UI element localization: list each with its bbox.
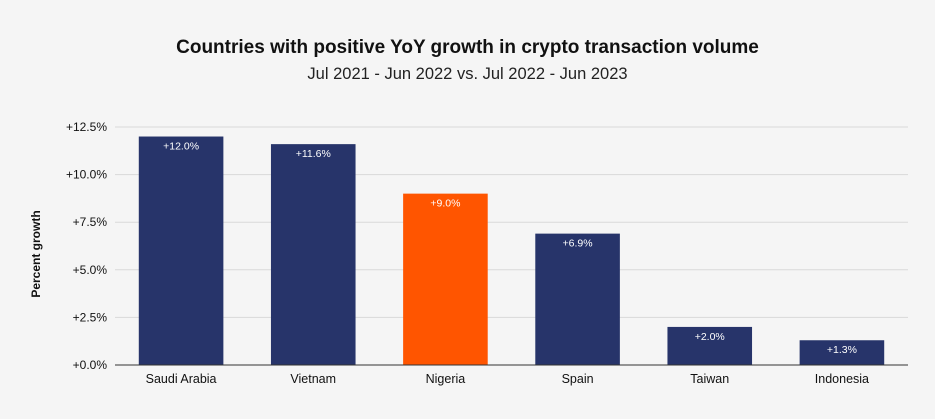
y-tick-label: +10.0%	[66, 168, 107, 182]
x-tick-label: Vietnam	[290, 372, 336, 386]
x-tick-label: Taiwan	[690, 372, 729, 386]
bar-taiwan	[667, 326, 753, 365]
data-label: +9.0%	[430, 198, 460, 210]
y-tick-label: +5.0%	[73, 263, 108, 277]
y-axis-label: Percent growth	[29, 210, 43, 297]
data-label: +6.9%	[563, 238, 593, 250]
bar-vietnam	[270, 144, 356, 365]
y-tick-label: +7.5%	[73, 215, 108, 229]
chart-title: Countries with positive YoY growth in cr…	[176, 37, 759, 58]
x-tick-label: Indonesia	[815, 372, 869, 386]
y-tick-label: +12.5%	[66, 120, 107, 134]
data-label: +1.3%	[827, 344, 857, 356]
bar-saudi-arabia	[138, 136, 224, 365]
data-label: +11.6%	[296, 148, 331, 160]
axes: +0.0% +2.5% +5.0% +7.5% +10.0% +12.5% Saudi Ar…	[66, 120, 908, 386]
bar-indonesia	[799, 340, 885, 365]
x-tick-label: Spain	[562, 372, 594, 386]
bar-nigeria	[403, 193, 488, 365]
data-label: +2.0%	[695, 331, 725, 343]
chart-subtitle: Jul 2021 - Jun 2022 vs. Jul 2022 - Jun 2…	[307, 65, 628, 83]
y-tick-label: +0.0%	[73, 358, 108, 372]
x-tick-label: Nigeria	[426, 372, 466, 386]
bars: +12.0% +11.6% +9.0% +6.9% +2.0% +1.3%	[138, 136, 885, 365]
bar-spain	[535, 233, 620, 365]
y-tick-label: +2.5%	[73, 310, 108, 324]
gridlines	[115, 126, 908, 318]
data-label: +12.0%	[163, 141, 199, 153]
x-tick-label: Saudi Arabia	[146, 372, 217, 386]
